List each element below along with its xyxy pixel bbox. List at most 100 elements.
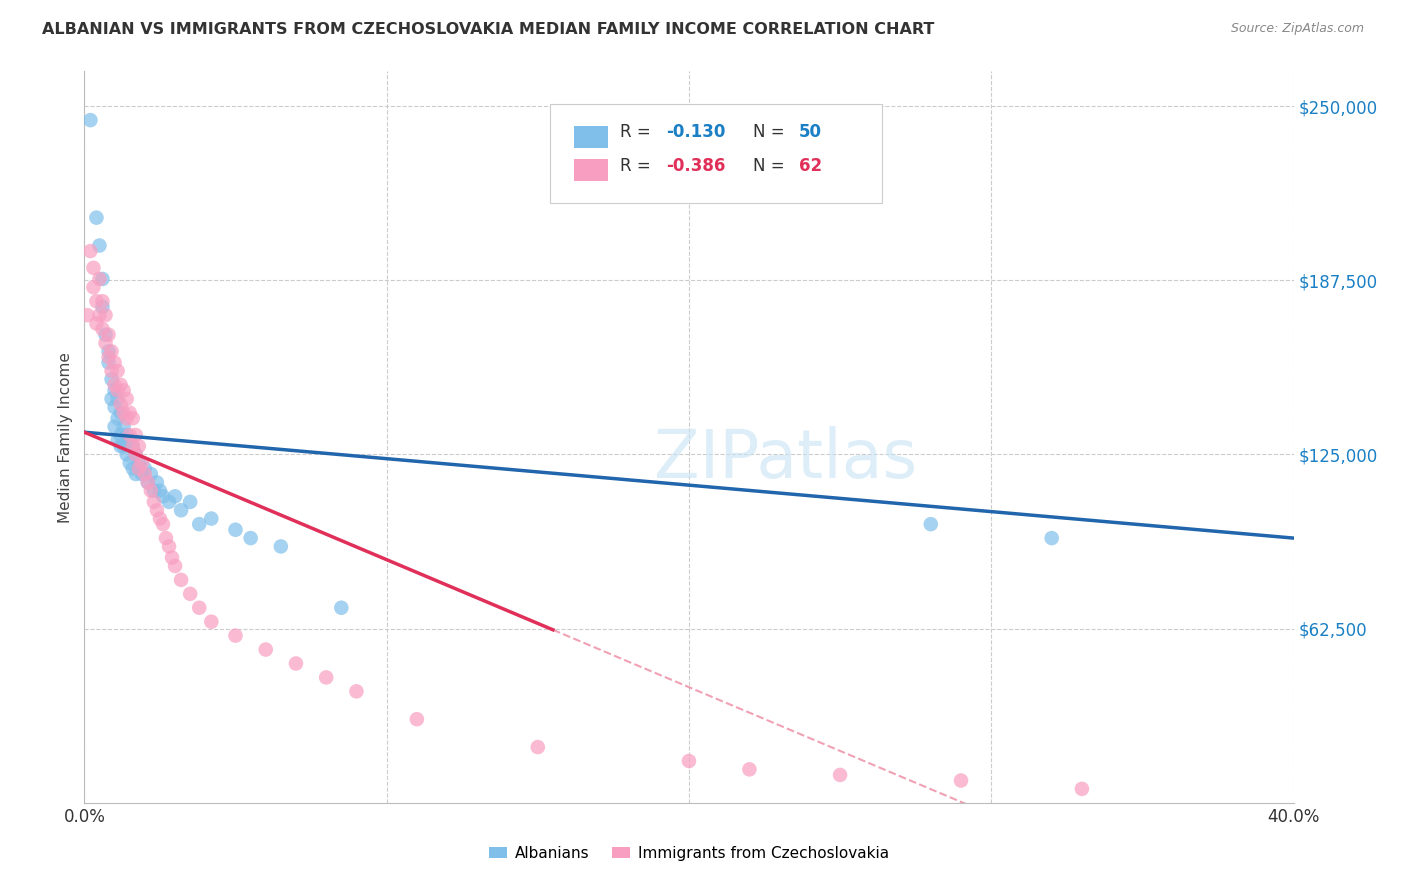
- Point: [89, 272, 111, 286]
- Point: [131, 467, 153, 481]
- Text: ALBANIAN VS IMMIGRANTS FROM CZECHOSLOVAKIA MEDIAN FAMILY INCOME CORRELATION CHAR: ALBANIAN VS IMMIGRANTS FROM CZECHOSLOVAK…: [42, 22, 935, 37]
- Point: [125, 467, 148, 481]
- Point: [170, 503, 193, 517]
- Point: [89, 308, 111, 322]
- Point: [125, 448, 148, 462]
- Point: [146, 503, 169, 517]
- Point: [94, 308, 117, 322]
- Text: 50: 50: [799, 123, 823, 141]
- Point: [134, 467, 156, 481]
- Point: [104, 377, 127, 392]
- Point: [82, 280, 104, 294]
- Point: [76, 308, 98, 322]
- Legend: Albanians, Immigrants from Czechoslovakia: Albanians, Immigrants from Czechoslovaki…: [481, 838, 897, 868]
- Point: [115, 392, 138, 406]
- Point: [121, 439, 143, 453]
- Text: -0.130: -0.130: [666, 123, 725, 141]
- Point: [125, 448, 148, 462]
- Point: [118, 456, 141, 470]
- Point: [107, 364, 129, 378]
- Point: [112, 439, 135, 453]
- Point: [188, 600, 211, 615]
- Point: [100, 344, 122, 359]
- Point: [179, 495, 201, 509]
- Point: [285, 657, 308, 671]
- Point: [152, 489, 174, 503]
- Point: [107, 384, 129, 398]
- Point: [91, 294, 114, 309]
- Point: [179, 587, 201, 601]
- Point: [89, 238, 111, 252]
- Point: [110, 428, 132, 442]
- Point: [170, 573, 193, 587]
- Point: [1071, 781, 1094, 796]
- Point: [142, 495, 165, 509]
- Point: [920, 517, 942, 532]
- Point: [200, 615, 222, 629]
- Point: [79, 113, 101, 128]
- Point: [110, 406, 132, 420]
- Point: [112, 384, 135, 398]
- Point: [100, 364, 122, 378]
- Point: [128, 456, 150, 470]
- Text: N =: N =: [754, 158, 790, 176]
- Text: 62: 62: [799, 158, 823, 176]
- Point: [91, 300, 114, 314]
- Text: R =: R =: [620, 123, 657, 141]
- Point: [94, 327, 117, 342]
- Point: [139, 483, 162, 498]
- Point: [82, 260, 104, 275]
- Point: [152, 517, 174, 532]
- Point: [330, 600, 353, 615]
- Point: [155, 531, 177, 545]
- Point: [107, 392, 129, 406]
- Point: [110, 377, 132, 392]
- Point: [131, 456, 153, 470]
- Point: [125, 428, 148, 442]
- Point: [346, 684, 368, 698]
- Point: [91, 272, 114, 286]
- Point: [112, 406, 135, 420]
- Point: [97, 327, 120, 342]
- Point: [86, 294, 108, 309]
- Point: [86, 211, 108, 225]
- Point: [128, 461, 150, 475]
- Point: [200, 511, 222, 525]
- Point: [104, 384, 127, 398]
- Point: [121, 439, 143, 453]
- Point: [160, 550, 183, 565]
- Point: [110, 397, 132, 411]
- FancyBboxPatch shape: [574, 127, 607, 148]
- Point: [678, 754, 700, 768]
- Point: [107, 411, 129, 425]
- Point: [270, 540, 292, 554]
- Point: [91, 322, 114, 336]
- Point: [118, 406, 141, 420]
- Point: [134, 461, 156, 475]
- Point: [118, 434, 141, 448]
- Point: [136, 475, 159, 490]
- FancyBboxPatch shape: [574, 159, 607, 181]
- Point: [225, 629, 247, 643]
- Point: [104, 419, 127, 434]
- Point: [100, 372, 122, 386]
- Point: [165, 558, 187, 573]
- Point: [118, 428, 141, 442]
- Point: [1040, 531, 1063, 545]
- Point: [142, 483, 165, 498]
- Point: [115, 428, 138, 442]
- Point: [315, 670, 337, 684]
- Point: [121, 411, 143, 425]
- Point: [136, 475, 159, 490]
- Point: [107, 434, 129, 448]
- Point: [104, 400, 127, 414]
- Point: [157, 495, 180, 509]
- Point: [225, 523, 247, 537]
- Point: [97, 344, 120, 359]
- Point: [97, 355, 120, 369]
- Point: [830, 768, 852, 782]
- Point: [146, 475, 169, 490]
- Y-axis label: Median Family Income: Median Family Income: [58, 351, 73, 523]
- Text: N =: N =: [754, 123, 790, 141]
- Text: Source: ZipAtlas.com: Source: ZipAtlas.com: [1230, 22, 1364, 36]
